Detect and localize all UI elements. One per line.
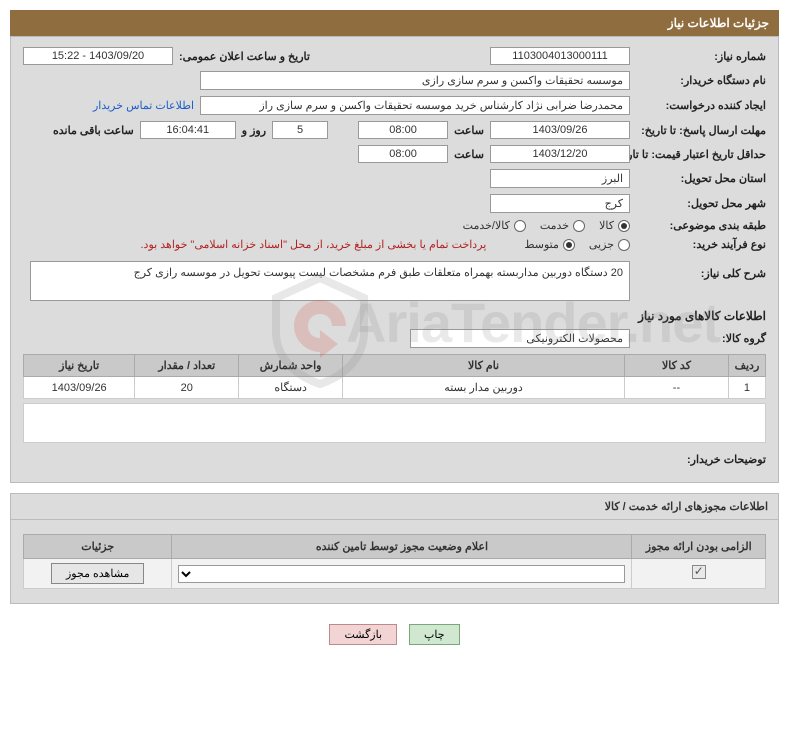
purchase-type-label: نوع فرآیند خرید: — [636, 238, 766, 251]
price-time-label: ساعت — [454, 148, 484, 161]
reply-deadline-label: مهلت ارسال پاسخ: تا تاریخ: — [636, 124, 766, 137]
view-license-button[interactable]: مشاهده مجوز — [51, 563, 144, 584]
license-table-header: جزئیات — [24, 535, 172, 559]
goods-section-title: اطلاعات کالاهای مورد نیاز — [23, 309, 766, 323]
radio-icon — [618, 239, 630, 251]
purchase-radio-medium[interactable]: متوسط — [524, 238, 575, 251]
delivery-province-field: البرز — [490, 169, 630, 188]
reply-date-field: 1403/09/26 — [490, 121, 630, 139]
price-validity-label: حداقل تاریخ اعتبار قیمت: تا تاریخ: — [636, 148, 766, 161]
radio-icon — [563, 239, 575, 251]
announce-date-field: 1403/09/20 - 15:22 — [23, 47, 173, 65]
delivery-city-field: کرج — [490, 194, 630, 213]
radio-icon — [618, 220, 630, 232]
purchase-radio-group: جزیی متوسط — [524, 238, 630, 251]
category-radio-service[interactable]: خدمت — [540, 219, 585, 232]
page-title: جزئیات اطلاعات نیاز — [668, 16, 769, 30]
table-spacer — [23, 403, 766, 443]
goods-table-header: ردیف — [728, 355, 765, 377]
category-radio-group: کالا خدمت کالا/خدمت — [463, 219, 630, 232]
goods-table-cell: 1 — [728, 377, 765, 399]
license-table: الزامی بودن ارائه مجوزاعلام وضعیت مجوز ت… — [23, 534, 766, 589]
requester-field: محمدرضا ضرابی نژاد کارشناس خرید موسسه تح… — [200, 96, 630, 115]
goods-table-header: واحد شمارش — [239, 355, 343, 377]
mandatory-checkbox[interactable] — [692, 565, 706, 579]
category-label: طبقه بندی موضوعی: — [636, 219, 766, 232]
delivery-city-label: شهر محل تحویل: — [636, 197, 766, 210]
print-button[interactable]: چاپ — [409, 624, 460, 645]
overview-text: 20 دستگاه دوربین مداربسته بهمراه متعلقات… — [30, 261, 630, 301]
goods-table-cell: -- — [625, 377, 729, 399]
goods-table-cell: دوربین مدار بسته — [343, 377, 625, 399]
time-remaining-field: 16:04:41 — [140, 121, 236, 139]
radio-icon — [573, 220, 585, 232]
buyer-contact-link[interactable]: اطلاعات تماس خریدار — [93, 99, 194, 112]
category-radio-both[interactable]: کالا/خدمت — [463, 219, 526, 232]
goods-group-field: محصولات الکترونیکی — [410, 329, 630, 348]
license-table-header: الزامی بودن ارائه مجوز — [632, 535, 766, 559]
purchase-radio-partial[interactable]: جزیی — [589, 238, 630, 251]
license-section-title: اطلاعات مجوزهای ارائه خدمت / کالا — [11, 494, 778, 520]
goods-table-header: کد کالا — [625, 355, 729, 377]
license-section: اطلاعات مجوزهای ارائه خدمت / کالا الزامی… — [10, 493, 779, 604]
need-number-label: شماره نیاز: — [636, 50, 766, 63]
days-remaining-field: 5 — [272, 121, 328, 139]
reply-time-field: 08:00 — [358, 121, 448, 139]
goods-group-label: گروه کالا: — [636, 332, 766, 345]
license-row: مشاهده مجوز — [24, 559, 766, 589]
announce-date-label: تاریخ و ساعت اعلان عمومی: — [179, 50, 310, 63]
overview-label: شرح کلی نیاز: — [636, 261, 766, 280]
main-form-panel: شماره نیاز: 1103004013000111 تاریخ و ساع… — [10, 36, 779, 483]
goods-table-header: نام کالا — [343, 355, 625, 377]
license-table-header: اعلام وضعیت مجوز توسط تامین کننده — [172, 535, 632, 559]
goods-table-row: 1--دوربین مدار بستهدستگاه201403/09/26 — [24, 377, 766, 399]
days-and-label: روز و — [242, 124, 266, 137]
price-time-field: 08:00 — [358, 145, 448, 163]
buyer-org-label: نام دستگاه خریدار: — [636, 74, 766, 87]
delivery-province-label: استان محل تحویل: — [636, 172, 766, 185]
radio-icon — [514, 220, 526, 232]
footer-buttons: چاپ بازگشت — [0, 614, 789, 659]
requester-label: ایجاد کننده درخواست: — [636, 99, 766, 112]
goods-table-header: تاریخ نیاز — [24, 355, 135, 377]
price-date-field: 1403/12/20 — [490, 145, 630, 163]
goods-table-cell: 20 — [135, 377, 239, 399]
back-button[interactable]: بازگشت — [329, 624, 397, 645]
category-radio-goods[interactable]: کالا — [599, 219, 630, 232]
need-number-field: 1103004013000111 — [490, 47, 630, 65]
page-title-bar: جزئیات اطلاعات نیاز — [10, 10, 779, 36]
goods-table-cell: 1403/09/26 — [24, 377, 135, 399]
goods-table-header: تعداد / مقدار — [135, 355, 239, 377]
treasury-note: پرداخت تمام یا بخشی از مبلغ خرید، از محل… — [141, 238, 487, 251]
reply-time-label: ساعت — [454, 124, 484, 137]
remaining-label: ساعت باقی مانده — [53, 124, 134, 137]
goods-table: ردیفکد کالانام کالاواحد شمارشتعداد / مقد… — [23, 354, 766, 399]
license-status-select[interactable] — [178, 565, 625, 583]
buyer-org-field: موسسه تحقیقات واکسن و سرم سازی رازی — [200, 71, 630, 90]
goods-table-cell: دستگاه — [239, 377, 343, 399]
buyer-notes-label: توضیحات خریدار: — [636, 453, 766, 466]
